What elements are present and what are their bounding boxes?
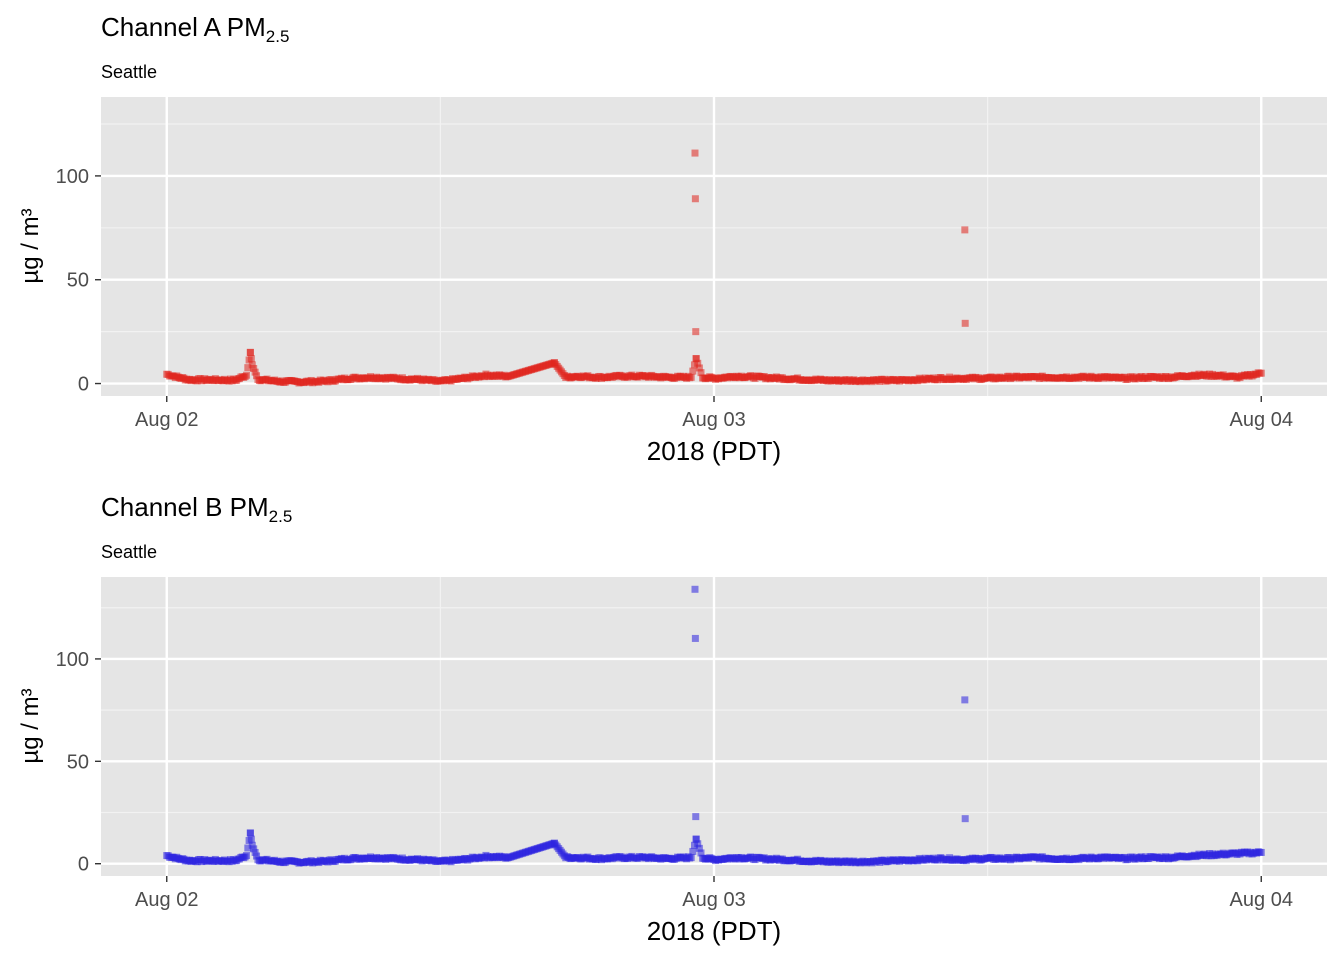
data-points — [163, 585, 1265, 867]
outlier-point — [961, 319, 969, 327]
data-point — [250, 845, 258, 853]
data-point — [243, 371, 251, 379]
data-point — [251, 368, 259, 376]
outlier-point — [691, 195, 699, 203]
data-point — [697, 849, 705, 857]
outlier-point — [550, 839, 558, 847]
data-point — [689, 847, 697, 855]
title-subscript: 2.5 — [266, 27, 290, 46]
data-point — [248, 841, 256, 849]
outlier-point — [692, 813, 700, 821]
data-point — [697, 369, 705, 377]
data-point — [250, 364, 258, 372]
data-point — [695, 844, 703, 852]
data-point — [244, 364, 252, 372]
x-tick-label: Aug 03 — [682, 889, 745, 911]
outlier-point — [691, 634, 699, 642]
data-point — [244, 844, 252, 852]
data-point — [243, 852, 251, 860]
outlier-point — [692, 835, 700, 843]
data-point — [695, 364, 703, 372]
panel-subtitle: Seattle — [101, 62, 157, 82]
data-point — [247, 835, 255, 843]
y-tick-label: 100 — [56, 649, 89, 671]
x-tick-label: Aug 03 — [682, 409, 745, 431]
y-tick-label: 100 — [56, 166, 89, 188]
y-axis-ticks: 0 50 100 — [56, 649, 101, 876]
outlier-point — [246, 829, 254, 837]
panel-title: Channel B PM2.5 — [101, 492, 292, 526]
outlier-point — [692, 355, 700, 363]
data-point — [1257, 848, 1265, 856]
data-point — [247, 355, 255, 363]
y-tick-label: 0 — [78, 854, 89, 876]
x-tick-label: Aug 02 — [135, 409, 198, 431]
y-axis-ticks: 0 50 100 — [56, 166, 101, 396]
x-axis-label: 2018 (PDT) — [647, 916, 781, 946]
outlier-point — [691, 149, 699, 157]
y-axis-label: µg / m³ — [17, 688, 44, 763]
title-subscript: 2.5 — [269, 507, 293, 526]
panel-title: Channel A PM2.5 — [101, 12, 289, 46]
data-points — [163, 149, 1265, 387]
x-tick-label: Aug 02 — [135, 889, 198, 911]
x-tick-label: Aug 04 — [1230, 889, 1293, 911]
data-point — [689, 367, 697, 375]
x-axis-label: 2018 (PDT) — [647, 436, 781, 466]
outlier-point — [550, 359, 558, 367]
outlier-point — [246, 348, 254, 356]
y-tick-label: 50 — [67, 270, 89, 292]
data-point — [687, 854, 695, 862]
data-point — [694, 359, 702, 367]
outlier-point — [692, 328, 700, 336]
data-point — [694, 840, 702, 848]
y-tick-label: 0 — [78, 374, 89, 396]
panel-subtitle: Seattle — [101, 542, 157, 562]
x-axis-ticks: Aug 02 Aug 03 Aug 04 — [135, 396, 1293, 431]
data-point — [1257, 369, 1265, 377]
outlier-point — [961, 815, 969, 823]
y-axis-label: µg / m³ — [17, 208, 44, 283]
data-point — [253, 852, 261, 860]
outlier-point — [961, 226, 969, 234]
y-tick-label: 50 — [67, 751, 89, 773]
outlier-point — [961, 696, 969, 704]
x-tick-label: Aug 04 — [1230, 409, 1293, 431]
x-axis-ticks: Aug 02 Aug 03 Aug 04 — [135, 876, 1293, 911]
data-point — [687, 373, 695, 381]
data-point — [253, 372, 261, 380]
data-point — [248, 361, 256, 369]
outlier-point — [691, 585, 699, 593]
data-point — [251, 848, 259, 856]
